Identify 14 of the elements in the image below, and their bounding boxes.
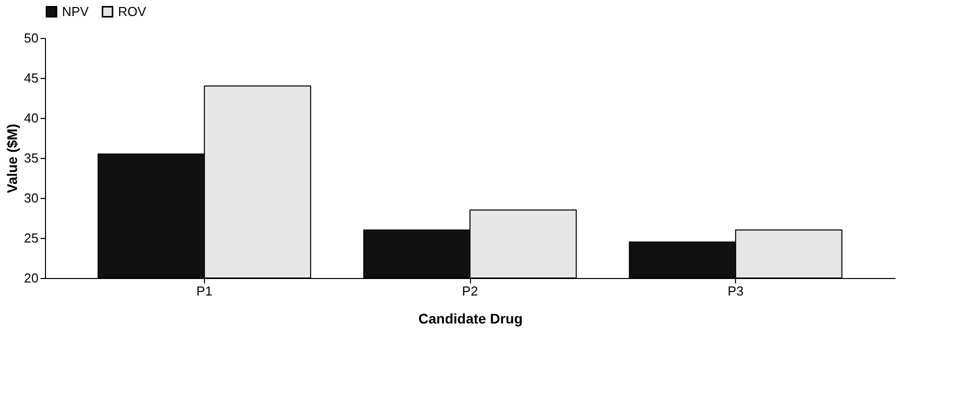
y-tick-label: 25 — [24, 230, 38, 246]
x-tick-label: P2 — [462, 284, 478, 298]
y-tick-label: 50 — [24, 30, 38, 46]
x-tick-label: P1 — [196, 284, 212, 298]
y-tick-label: 30 — [24, 190, 38, 206]
y-tick-label: 45 — [24, 70, 38, 86]
y-tick-label: 35 — [24, 150, 38, 166]
x-tick-label: P3 — [728, 284, 744, 298]
y-tick-label: 40 — [24, 110, 38, 126]
y-tick-label: 20 — [24, 270, 38, 286]
y-axis-title: Value ($M) — [4, 124, 20, 194]
x-axis-title: Candidate Drug — [418, 310, 523, 326]
legend-label: ROV — [118, 4, 146, 19]
legend-label: NPV — [62, 4, 90, 19]
